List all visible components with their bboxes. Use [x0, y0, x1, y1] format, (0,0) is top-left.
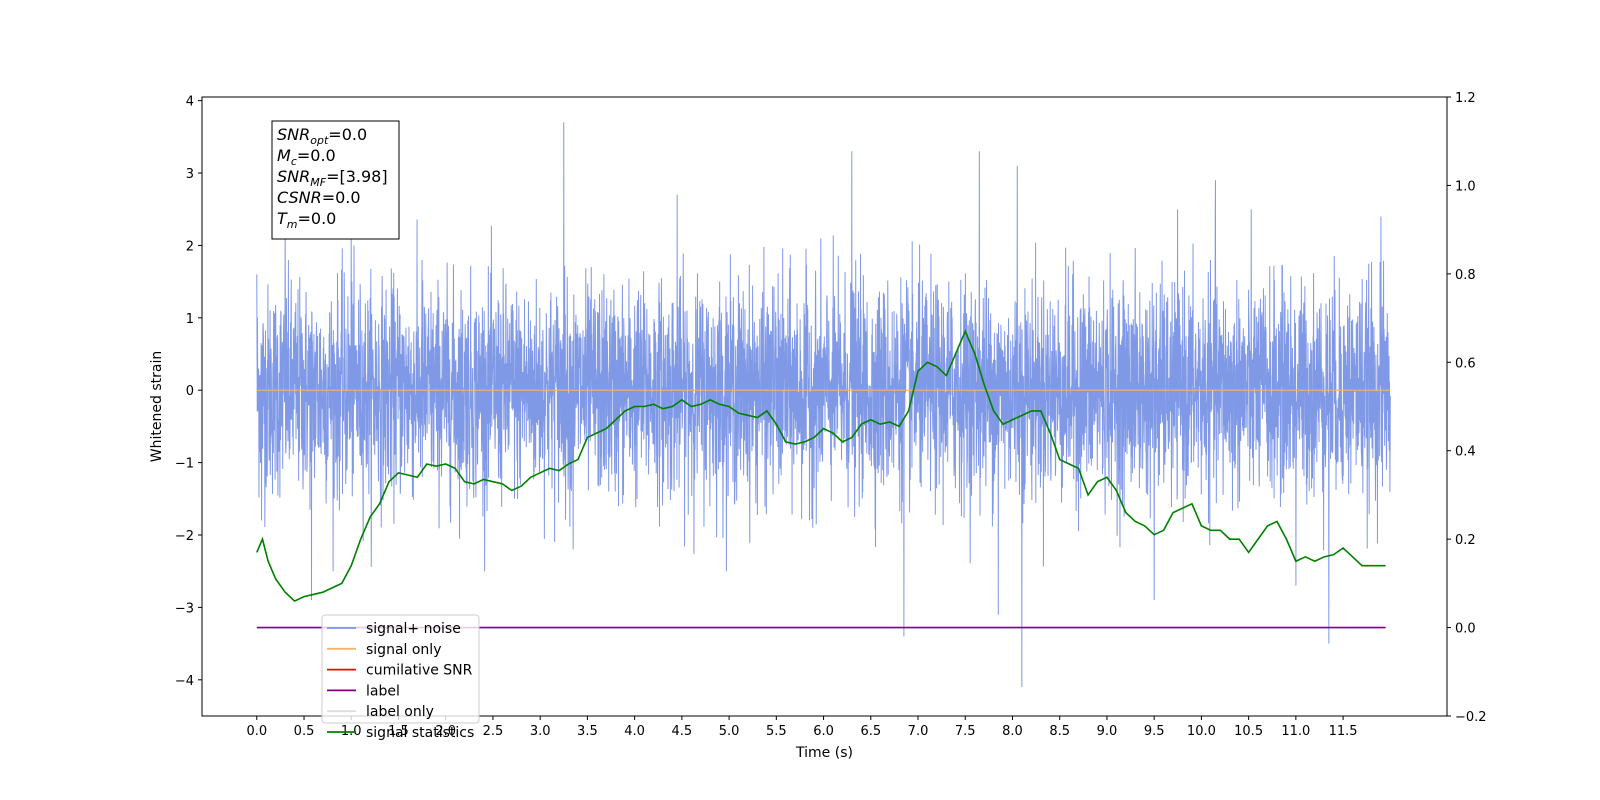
x-tick-label: 8.0 [1002, 724, 1023, 739]
x-tick-label: 5.0 [719, 724, 740, 739]
x-axis-label: Time (s) [795, 745, 853, 761]
legend-label-signal-only: signal only [366, 642, 441, 658]
x-tick-label: 2.5 [483, 724, 504, 739]
y-tick-label: 0 [186, 384, 194, 399]
legend-label-signal-noise: signal+ noise [366, 621, 461, 637]
y-tick-label: 3 [186, 167, 194, 182]
y2-tick-label: 1.2 [1455, 91, 1476, 106]
x-tick-label: 11.5 [1329, 724, 1358, 739]
y-tick-label: 4 [186, 95, 194, 110]
x-tick-label: 5.5 [766, 724, 787, 739]
x-tick-label: 11.0 [1281, 724, 1310, 739]
legend-label-label: label [366, 683, 400, 699]
x-tick-label: 8.5 [1049, 724, 1070, 739]
x-tick-label: 9.0 [1097, 724, 1118, 739]
legend-label-label-only: label only [366, 704, 434, 720]
annotation-line: SNRopt=0.0 [277, 125, 367, 147]
y2-tick-label: 0.2 [1455, 533, 1476, 548]
x-tick-label: 6.0 [813, 724, 834, 739]
y-tick-label: −1 [175, 457, 194, 472]
x-tick-label: 1.5 [388, 724, 409, 739]
plot-area [256, 122, 1391, 688]
annotation-line: Mc=0.0 [277, 146, 336, 168]
legend: signal+ noise signal only cumilative SNR la… [321, 614, 480, 741]
x-tick-label: 7.0 [908, 724, 929, 739]
y-tick-label: −2 [175, 529, 194, 544]
plot-frame [201, 96, 1448, 717]
y2-tick-label: 0.8 [1455, 268, 1476, 283]
annotation-line: CSNR=0.0 [277, 188, 361, 207]
y2-tick-label: 0.4 [1455, 445, 1476, 460]
x-tick-label: 10.0 [1187, 724, 1216, 739]
series-signal-noise-line [256, 122, 1391, 688]
x-tick-label: 0.0 [246, 724, 267, 739]
x-tick-label: 10.5 [1234, 724, 1263, 739]
x-tick-label: 2.0 [435, 724, 456, 739]
x-tick-label: 3.5 [577, 724, 598, 739]
y-axis-right: 1.2 1.0 0.8 0.6 0.4 0.2 0.0 −0.2 [1447, 91, 1487, 725]
series-signal-statistics-line [256, 329, 1386, 602]
legend-label-cumilative-snr: cumilative SNR [366, 663, 473, 679]
x-tick-label: 0.5 [294, 724, 315, 739]
x-tick-label: 6.5 [860, 724, 881, 739]
annotation-line: Tm=0.0 [277, 209, 336, 231]
annotation-frame [271, 120, 400, 240]
x-tick-label: 4.0 [624, 724, 645, 739]
x-axis: 0.0 0.5 1.0 1.5 2.0 2.5 3.0 3.5 4.0 4.5 5.0 5.5 6.0 6… [246, 716, 1358, 739]
y-axis-label: Whitened strain [149, 351, 165, 462]
x-tick-label: 7.5 [955, 724, 976, 739]
y2-tick-label: −0.2 [1455, 710, 1487, 725]
y-tick-label: −4 [175, 674, 194, 689]
y2-tick-label: 0.0 [1455, 622, 1476, 637]
x-tick-label: 9.5 [1144, 724, 1165, 739]
y-tick-label: 2 [186, 239, 194, 254]
y-tick-label: 1 [186, 312, 194, 327]
x-tick-label: 3.0 [530, 724, 551, 739]
y-tick-label: −3 [175, 601, 194, 616]
legend-frame [321, 614, 480, 724]
legend-label-signal-statistics: signal statistics [366, 725, 474, 741]
annotation-line: SNRMF=[3.98] [277, 167, 388, 189]
x-tick-label: 4.5 [672, 724, 693, 739]
y-axis-left: 4 3 2 1 0 −1 −2 −3 −4 [175, 95, 202, 689]
y2-tick-label: 0.6 [1455, 356, 1476, 371]
y2-tick-label: 1.0 [1455, 179, 1476, 194]
